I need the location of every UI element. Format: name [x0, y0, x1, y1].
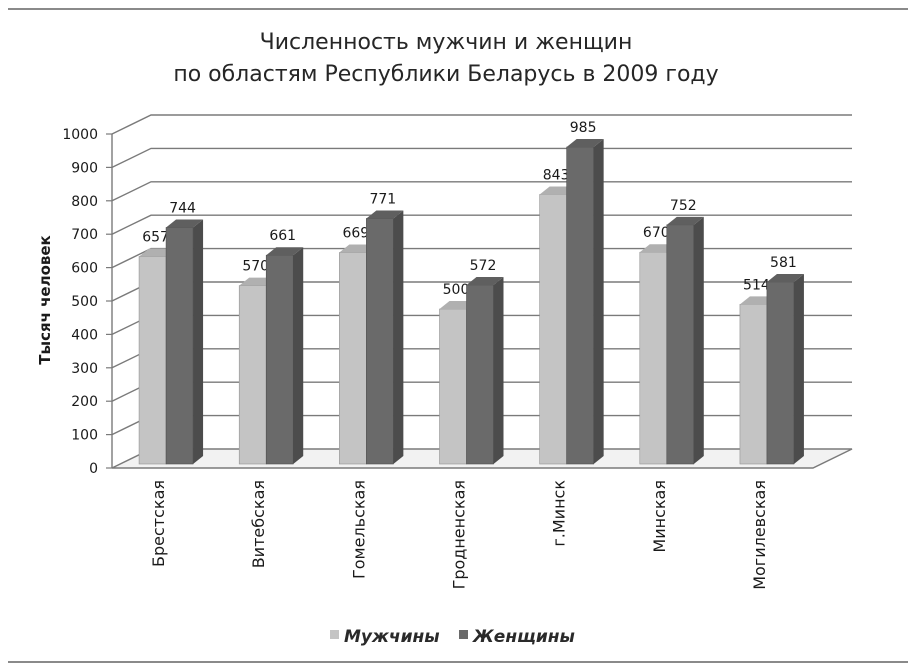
value-label-men-2: 669 [342, 226, 369, 242]
legend-swatch-men [330, 630, 339, 639]
category-label: Минская [650, 480, 669, 553]
value-label-men-1: 570 [242, 259, 269, 275]
gridline [111, 214, 852, 235]
value-label-women-1: 661 [269, 228, 296, 244]
value-label-women-0: 744 [169, 201, 196, 217]
y-tick-label: 0 [89, 461, 98, 477]
chart-title-line-2: по областям Республики Беларусь в 2009 г… [173, 62, 718, 87]
category-label: Гомельская [349, 480, 368, 579]
category-label: Могилевская [750, 480, 769, 590]
y-tick-label: 800 [71, 194, 98, 210]
bar-women-4 [566, 139, 604, 465]
value-label-men-0: 657 [142, 230, 169, 246]
legend-swatch-women [459, 630, 468, 639]
bar-men-6 [739, 296, 777, 465]
y-tick-label: 600 [71, 261, 98, 277]
bar-women-5 [666, 216, 704, 465]
gridline [111, 147, 852, 169]
gridline [111, 181, 852, 202]
bar-women-2 [366, 210, 404, 465]
y-tick-label: 200 [71, 394, 98, 410]
bar-women-6 [766, 273, 804, 465]
legend-label-women: Женщины [472, 627, 575, 647]
y-tick-label: 400 [71, 327, 98, 343]
legend: Мужчины Женщины [330, 627, 575, 647]
top-frame-line [8, 8, 908, 10]
y-tick-label: 100 [71, 428, 98, 444]
value-label-women-4: 985 [570, 120, 597, 136]
x-axis-categories: Брестская Витебская Гомельская Гродненская г… [149, 480, 769, 590]
value-label-women-3: 572 [470, 258, 497, 274]
legend-label-men: Мужчины [344, 627, 440, 647]
y-axis-label: Тысяч человек [36, 235, 54, 364]
category-label: Гродненская [450, 480, 469, 589]
value-label-women-5: 752 [670, 198, 697, 214]
value-label-men-5: 670 [643, 225, 670, 241]
bar-women-0 [165, 219, 204, 465]
bottom-frame-line [8, 661, 908, 663]
value-label-men-4: 843 [543, 167, 570, 183]
y-tick-label: 300 [71, 361, 98, 377]
bar-women-1 [265, 247, 304, 465]
y-tick-label: 900 [71, 160, 98, 176]
category-label: Брестская [149, 480, 168, 567]
y-tick-label: 1000 [62, 127, 98, 143]
bar-women-3 [466, 276, 504, 465]
gridline [111, 114, 852, 135]
value-label-women-2: 771 [369, 191, 396, 207]
chart-title-line-1: Численность мужчин и женщин [260, 30, 633, 55]
value-label-women-6: 581 [770, 255, 797, 271]
value-label-men-6: 514 [743, 277, 770, 293]
value-label-men-3: 500 [443, 282, 470, 298]
y-tick-label: 700 [71, 227, 98, 243]
category-label: Витебская [249, 480, 268, 568]
y-tick-label: 500 [71, 294, 98, 310]
category-label: г.Минск [550, 480, 569, 547]
y-axis-ticks: 0 100 200 300 400 500 600 700 800 900 1000 [62, 127, 112, 477]
